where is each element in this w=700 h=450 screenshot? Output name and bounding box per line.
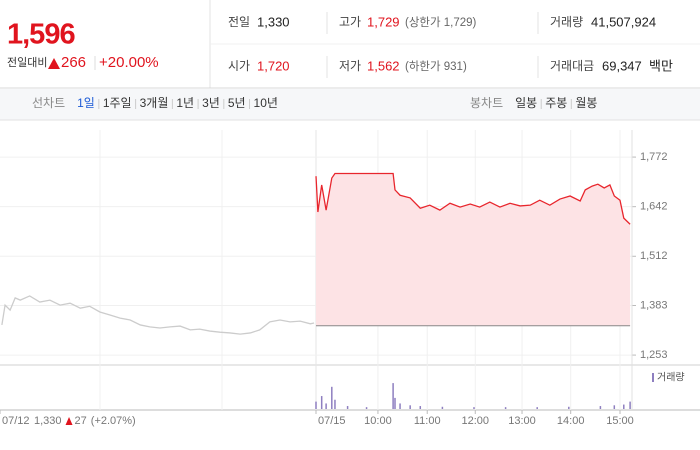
stat-value: 1,720 xyxy=(257,58,290,73)
y-tick-label: 1,253 xyxy=(640,349,668,361)
stat-value: 1,562 xyxy=(367,58,400,73)
volume-bar xyxy=(613,405,616,409)
volume-bar xyxy=(504,407,507,409)
stat-label: 거래량 xyxy=(550,15,583,29)
volume-bar xyxy=(331,386,333,409)
volume-bar xyxy=(441,406,444,409)
x-tick-label: 10:00 xyxy=(364,415,392,427)
volume-bar xyxy=(346,406,349,409)
tab-group-label: 선차트 xyxy=(32,96,65,110)
up-arrow xyxy=(65,417,73,425)
x-tick-label: 12:00 xyxy=(461,415,489,427)
volume-bar xyxy=(315,401,317,409)
stat-note: (하한가 931) xyxy=(405,59,467,73)
stat-label: 저가 xyxy=(339,59,361,73)
price-line xyxy=(1,295,315,335)
change-label: 전일대비 xyxy=(7,55,47,69)
legend-label: 거래량 xyxy=(657,372,685,384)
volume-bar xyxy=(325,403,327,409)
y-tick-label: 1,642 xyxy=(640,201,668,213)
y-tick-label: 1,512 xyxy=(640,250,668,262)
prior-pct: (+2.07%) xyxy=(91,415,136,427)
volume-bar xyxy=(392,383,394,409)
price-line xyxy=(315,172,631,225)
area xyxy=(316,173,631,326)
tab[interactable]: 10년 xyxy=(254,96,278,110)
volume-bar xyxy=(536,407,538,409)
volume-bar xyxy=(599,406,602,409)
volume-bar xyxy=(419,406,422,409)
x-tick-label: 15:00 xyxy=(606,415,634,427)
tab-bar xyxy=(0,89,700,120)
stat-label: 고가 xyxy=(339,15,361,29)
tab[interactable]: 5년 xyxy=(228,96,246,110)
tab[interactable]: 1주일 xyxy=(103,96,132,110)
volume-bar xyxy=(629,401,631,409)
x-tick-label: 13:00 xyxy=(508,415,536,427)
volume-bar xyxy=(320,396,323,409)
volume-bar xyxy=(365,407,368,409)
volume-bar xyxy=(473,407,475,409)
tab[interactable]: 주봉 xyxy=(545,96,567,110)
change-pct: +20.00% xyxy=(99,54,159,71)
stat-label: 시가 xyxy=(228,59,250,73)
stat-value: 1,330 xyxy=(257,14,290,29)
volume-bar xyxy=(394,397,396,409)
prior-close: 1,330 xyxy=(34,415,62,427)
volume-bar xyxy=(623,404,625,409)
prior-change: 27 xyxy=(75,415,87,427)
stat-value: 41,507,924 xyxy=(591,14,656,29)
tab[interactable]: 월봉 xyxy=(575,96,597,110)
stat-label: 전일 xyxy=(228,15,250,29)
y-tick-label: 1,383 xyxy=(640,299,668,311)
stat-value: 69,347 xyxy=(602,58,642,73)
x-tick-label: 07/15 xyxy=(318,415,346,427)
tab[interactable]: 일봉 xyxy=(515,96,537,110)
y-tick-label: 1,772 xyxy=(640,151,668,163)
price: 1,596 xyxy=(7,19,75,51)
volume-bar xyxy=(568,406,570,409)
tab[interactable]: 1일 xyxy=(77,96,95,110)
legend-swatch xyxy=(652,373,654,382)
stat-value: 1,729 xyxy=(367,14,400,29)
tab[interactable]: 3개월 xyxy=(140,96,169,110)
stat-label: 거래대금 xyxy=(550,59,594,73)
x-tick-label: 11:00 xyxy=(414,415,441,427)
tab-group-label: 봉차트 xyxy=(470,96,503,110)
volume-bar xyxy=(409,405,411,409)
tab[interactable]: 3년 xyxy=(202,96,220,110)
change: 266 xyxy=(61,54,86,71)
up-arrow xyxy=(48,58,60,69)
volume-bar xyxy=(334,399,336,409)
stat-note: (상한가 1,729) xyxy=(405,16,477,29)
x-tick-label: 14:00 xyxy=(557,415,585,427)
volume-bar xyxy=(399,403,401,409)
stat-unit: 백만 xyxy=(649,58,673,73)
x-tick-label: 07/12 xyxy=(2,415,30,427)
tab[interactable]: 1년 xyxy=(176,96,194,110)
